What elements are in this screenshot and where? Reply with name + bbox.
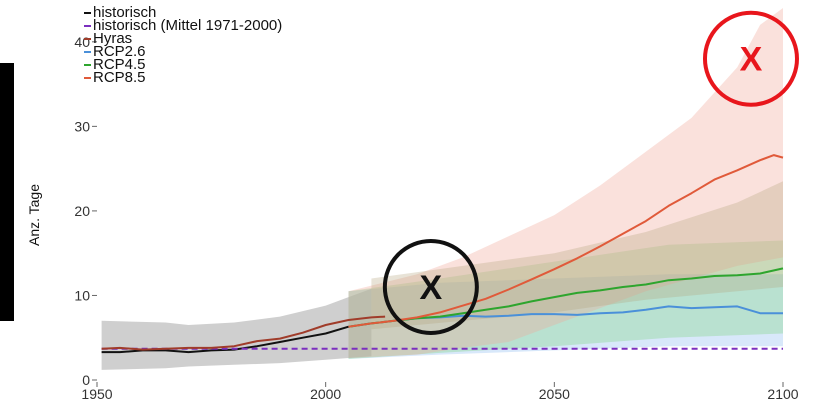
y-axis-label: Anz. Tage (26, 183, 42, 247)
marker-label: X (740, 41, 763, 79)
y-tick-label: 30 (74, 118, 90, 134)
legend-label: RCP4.5 (93, 56, 146, 73)
legend-swatch (84, 11, 91, 14)
legend-label: historisch (Mittel 1971-2000) (93, 17, 283, 34)
x-tick-label: 2100 (767, 386, 798, 402)
y-tick-label: 10 (74, 287, 90, 303)
line-rcp8-5 (348, 154, 784, 328)
band-rcp8-5 (348, 8, 783, 358)
legend-item-rcp2-6: RCP2.6 (84, 43, 282, 60)
y-tick-label: 0 (82, 372, 90, 388)
y-tick-label: 20 (74, 203, 90, 219)
marker-label: X (420, 269, 443, 307)
legend-item-historisch-mittel-1971-2000: historisch (Mittel 1971-2000) (84, 17, 283, 34)
legend-label: RCP8.5 (93, 69, 146, 86)
band-rcp2-6 (348, 274, 783, 359)
legend-item-historisch: historisch (84, 4, 282, 21)
legend: historisch historisch (Mittel 1971-2000) H… (84, 4, 283, 86)
series-lines (101, 154, 784, 354)
band-rcp4-5 (348, 240, 783, 359)
legend-label: historisch (93, 4, 157, 21)
legend-label: Hyras (93, 30, 133, 47)
legend-swatch (84, 76, 91, 79)
left-black-bar (0, 63, 14, 321)
marker-circle (382, 239, 479, 335)
legend-swatch (84, 37, 91, 40)
legend-item-hyras: Hyras (84, 30, 282, 47)
confidence-bands (101, 8, 783, 370)
line-historisch (101, 325, 349, 354)
marker-circle (702, 10, 799, 107)
legend-swatch (84, 24, 91, 27)
markers: XX (382, 10, 799, 335)
legend-item-rcp8-5: RCP8.5 (84, 69, 282, 86)
band-historisch (101, 288, 372, 370)
legend-swatch (84, 63, 91, 66)
legend-swatch (84, 50, 91, 53)
band-overlap (371, 181, 783, 330)
x-tick-label: 1950 (81, 386, 112, 402)
x-tick-label: 2000 (310, 386, 341, 402)
line-rcp4-5 (348, 267, 784, 328)
legend-item-rcp4-5: RCP4.5 (84, 56, 282, 73)
legend-label: RCP2.6 (93, 43, 146, 60)
x-tick-label: 2050 (539, 386, 570, 402)
line-hyras (101, 315, 386, 351)
